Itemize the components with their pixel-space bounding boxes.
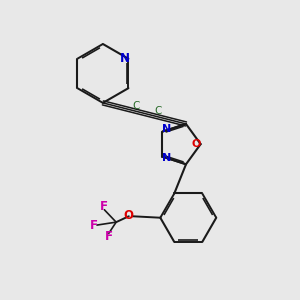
Text: N: N (162, 124, 172, 134)
Text: F: F (100, 200, 108, 213)
Text: O: O (191, 139, 201, 148)
Text: F: F (105, 230, 113, 243)
Text: N: N (120, 52, 130, 65)
Text: F: F (90, 219, 98, 232)
Text: C: C (154, 106, 162, 116)
Text: C: C (132, 101, 140, 111)
Text: N: N (162, 153, 172, 163)
Text: O: O (124, 209, 134, 222)
